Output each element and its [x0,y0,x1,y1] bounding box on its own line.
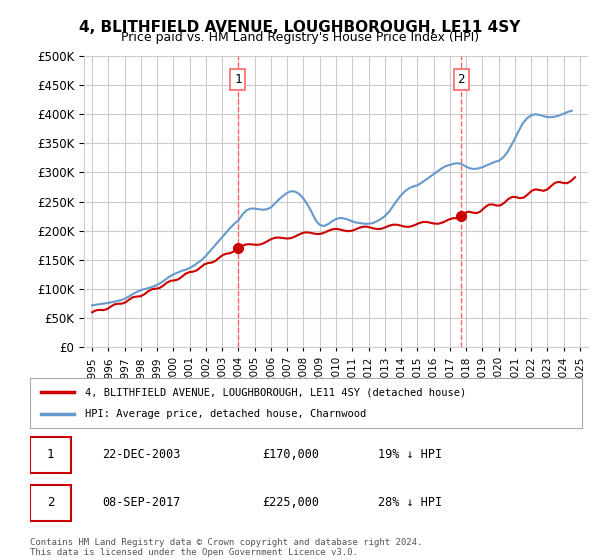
Text: 28% ↓ HPI: 28% ↓ HPI [378,496,442,509]
Text: 2: 2 [457,73,465,86]
Text: 1: 1 [234,73,242,86]
Text: 4, BLITHFIELD AVENUE, LOUGHBOROUGH, LE11 4SY (detached house): 4, BLITHFIELD AVENUE, LOUGHBOROUGH, LE11… [85,387,466,397]
Text: 22-DEC-2003: 22-DEC-2003 [102,449,180,461]
Text: 1: 1 [47,449,54,461]
Text: £170,000: £170,000 [262,449,319,461]
Text: Contains HM Land Registry data © Crown copyright and database right 2024.
This d: Contains HM Land Registry data © Crown c… [30,538,422,557]
Text: 19% ↓ HPI: 19% ↓ HPI [378,449,442,461]
FancyBboxPatch shape [30,484,71,521]
Text: 4, BLITHFIELD AVENUE, LOUGHBOROUGH, LE11 4SY: 4, BLITHFIELD AVENUE, LOUGHBOROUGH, LE11… [79,20,521,35]
FancyBboxPatch shape [30,437,71,473]
Text: Price paid vs. HM Land Registry's House Price Index (HPI): Price paid vs. HM Land Registry's House … [121,31,479,44]
Text: 08-SEP-2017: 08-SEP-2017 [102,496,180,509]
Text: 2: 2 [47,496,54,509]
Text: HPI: Average price, detached house, Charnwood: HPI: Average price, detached house, Char… [85,409,367,419]
Text: £225,000: £225,000 [262,496,319,509]
